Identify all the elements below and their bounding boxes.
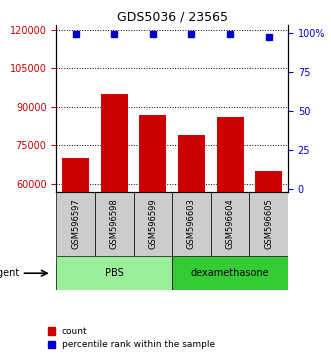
- Text: dexamethasone: dexamethasone: [191, 268, 269, 278]
- Legend: count, percentile rank within the sample: count, percentile rank within the sample: [48, 327, 215, 349]
- Bar: [172, 192, 211, 256]
- Bar: [172, 256, 288, 290]
- Title: GDS5036 / 23565: GDS5036 / 23565: [117, 11, 228, 24]
- Bar: [95, 192, 133, 256]
- Bar: [56, 192, 95, 256]
- Bar: [101, 94, 128, 192]
- Text: GSM596599: GSM596599: [148, 199, 157, 249]
- Bar: [62, 158, 89, 192]
- Bar: [255, 171, 282, 192]
- Text: GSM596603: GSM596603: [187, 199, 196, 249]
- Bar: [211, 192, 249, 256]
- Bar: [139, 115, 166, 192]
- Text: GSM596597: GSM596597: [71, 199, 80, 249]
- Text: agent: agent: [0, 268, 20, 278]
- Bar: [216, 117, 244, 192]
- Text: PBS: PBS: [105, 268, 123, 278]
- Bar: [133, 192, 172, 256]
- Bar: [249, 192, 288, 256]
- Text: GSM596604: GSM596604: [225, 199, 235, 249]
- Text: GSM596605: GSM596605: [264, 199, 273, 249]
- Bar: [178, 135, 205, 192]
- Text: GSM596598: GSM596598: [110, 199, 119, 249]
- Bar: [56, 256, 172, 290]
